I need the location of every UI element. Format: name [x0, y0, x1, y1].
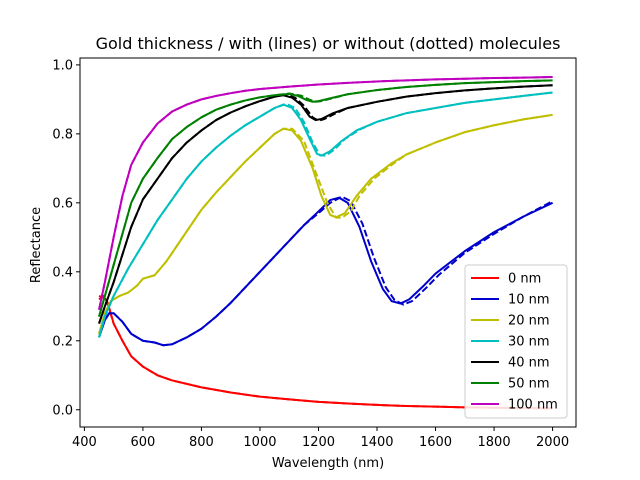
- y-tick-label: 0.6: [52, 196, 73, 211]
- x-axis-label: Wavelength (nm): [272, 456, 384, 471]
- y-tick-label: 0.0: [52, 403, 73, 418]
- chart-title: Gold thickness / with (lines) or without…: [96, 34, 561, 53]
- legend-label: 100 nm: [508, 398, 558, 413]
- x-tick-label: 1000: [243, 435, 276, 450]
- plot-frame: [79, 57, 577, 428]
- series-10-nm-line: [98, 196, 554, 347]
- series-20-nm-line: [98, 113, 553, 335]
- x-axis: 400 600 800 1000 1200 1400 1600 1800 2000: [72, 427, 569, 450]
- legend-label: 40 nm: [508, 356, 550, 371]
- series-0-nm-line: [98, 294, 553, 410]
- x-tick-label: 400: [72, 435, 97, 450]
- y-tick-label: 0.4: [52, 265, 73, 280]
- y-tick-label: 0.8: [52, 127, 73, 142]
- legend-label: 0 nm: [508, 272, 541, 287]
- series-100-nm-line: [98, 75, 553, 310]
- legend-label: 30 nm: [508, 335, 550, 350]
- series-group: [98, 75, 554, 410]
- legend-box: [464, 264, 568, 419]
- legend-label: 20 nm: [508, 314, 550, 329]
- x-tick-label: 2000: [536, 435, 569, 450]
- x-tick-label: 1200: [302, 435, 335, 450]
- y-tick-label: 1.0: [52, 58, 73, 73]
- series-50-nm-line: [98, 79, 553, 317]
- x-tick-label: 800: [189, 435, 214, 450]
- series-10-nm-dashed: [98, 195, 554, 347]
- x-tick-label: 1600: [419, 435, 452, 450]
- legend-label: 10 nm: [508, 293, 550, 308]
- series-40-nm-line: [98, 84, 553, 324]
- legend: 0 nm 10 nm 20 nm 30 nm 40 nm 50 nm 100 nm: [464, 264, 568, 419]
- x-tick-label: 600: [131, 435, 156, 450]
- plot-area: [98, 75, 554, 410]
- series-30-nm-line: [98, 91, 553, 338]
- y-axis: 0.0 0.2 0.4 0.6 0.8 1.0: [52, 58, 80, 418]
- x-tick-label: 1400: [360, 435, 393, 450]
- y-axis-label: Reflectance: [29, 207, 44, 283]
- x-tick-label: 1800: [478, 435, 511, 450]
- legend-label: 50 nm: [508, 377, 550, 392]
- y-tick-label: 0.2: [52, 334, 73, 349]
